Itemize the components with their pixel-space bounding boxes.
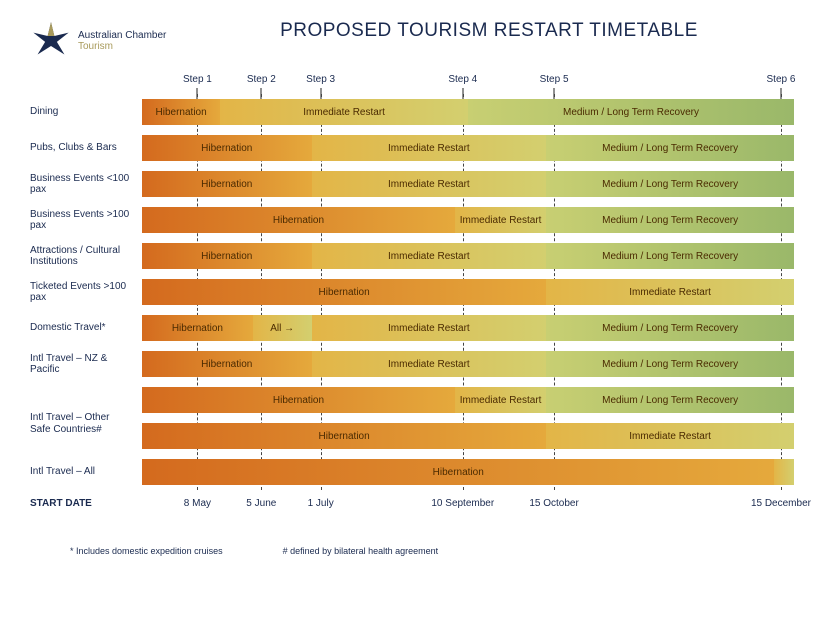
steps-row: Step 1 Step 2 Step 3 Step 4 Step 5 Step 6 (142, 70, 794, 94)
segment-hib: Hibernation (142, 315, 253, 341)
footnotes: * Includes domestic expedition cruises # … (70, 546, 798, 556)
segment-hib: Hibernation (142, 459, 774, 485)
step-label: Step 4 (448, 74, 477, 85)
date-label: 8 May (184, 498, 211, 509)
segment-rec: Medium / Long Term Recovery (546, 387, 794, 413)
page-title: PROPOSED TOURISM RESTART TIMETABLE (180, 20, 798, 42)
timeline-row: Intl Travel – NZ & PacificHibernationImm… (142, 346, 794, 382)
timeline-row: DiningHibernationImmediate RestartMedium… (142, 94, 794, 130)
step-label: Step 5 (540, 74, 569, 85)
row-label: Domestic Travel* (30, 322, 134, 334)
segment-hib: Hibernation (142, 171, 312, 197)
segment-rec: Medium / Long Term Recovery (468, 99, 794, 125)
segment-rest: Immediate Restart (312, 315, 547, 341)
date-label: 10 September (431, 498, 494, 509)
segment-rest: Immediate Restart (546, 423, 794, 449)
segment-rec: Medium / Long Term Recovery (546, 207, 794, 233)
segment-rest: Immediate Restart (312, 171, 547, 197)
row-label: Attractions / Cultural Institutions (30, 245, 134, 268)
rows-area: DiningHibernationImmediate RestartMedium… (142, 94, 794, 490)
timeline-row: Ticketed Events >100 paxHibernationImmed… (142, 274, 794, 310)
segment-rec: Medium / Long Term Recovery (546, 351, 794, 377)
timeline-bar: HibernationImmediate RestartMedium / Lon… (142, 171, 794, 197)
row-label: Dining (30, 106, 134, 118)
row-label: Intl Travel – Other Safe Countries# (30, 412, 134, 435)
timeline-row: Intl Travel – AllHibernation (142, 454, 794, 490)
segment-hib: Hibernation (142, 351, 312, 377)
start-date-label: START DATE (30, 498, 92, 509)
date-label: 15 October (529, 498, 578, 509)
date-label: 5 June (246, 498, 276, 509)
row-label: Intl Travel – All (30, 466, 134, 478)
date-label: 15 December (751, 498, 811, 509)
segment-rest: Immediate Restart (220, 99, 468, 125)
segment-rest: Immediate Restart (546, 279, 794, 305)
segment-rest: Immediate Restart (312, 351, 547, 377)
step-label: Step 3 (306, 74, 335, 85)
step-label: Step 1 (183, 74, 212, 85)
timeline-bar: Hibernation (142, 459, 794, 485)
timeline-row: Business Events >100 paxHibernationImmed… (142, 202, 794, 238)
timeline-bar: HibernationImmediate Restart (142, 423, 794, 449)
segment-rec: Medium / Long Term Recovery (546, 135, 794, 161)
row-label: Pubs, Clubs & Bars (30, 142, 134, 154)
timeline-row: HibernationImmediate RestartMedium / Lon… (142, 382, 794, 418)
logo-text-2: Tourism (78, 41, 166, 52)
timeline-bar: HibernationImmediate Restart (142, 279, 794, 305)
row-label: Business Events >100 pax (30, 209, 134, 232)
footnote: * Includes domestic expedition cruises (70, 546, 223, 556)
logo: Australian Chamber Tourism (30, 20, 180, 62)
segment-rest: Immediate Restart (312, 135, 547, 161)
segment-rest (774, 459, 794, 485)
date-label: 1 July (308, 498, 334, 509)
step-label: Step 6 (766, 74, 795, 85)
timeline-row: Domestic Travel*HibernationAll →Immediat… (142, 310, 794, 346)
timeline-bar: HibernationImmediate RestartMedium / Lon… (142, 135, 794, 161)
segment-hib: Hibernation (142, 243, 312, 269)
timeline-row: HibernationImmediate Restart (142, 418, 794, 454)
segment-hib: Hibernation (142, 99, 220, 125)
timeline-row: Attractions / Cultural InstitutionsHiber… (142, 238, 794, 274)
header: Australian Chamber Tourism PROPOSED TOUR… (30, 20, 798, 62)
row-label: Ticketed Events >100 pax (30, 281, 134, 304)
star-icon (30, 20, 72, 62)
timeline-bar: HibernationAll →Immediate RestartMedium … (142, 315, 794, 341)
segment-hib: Hibernation (142, 135, 312, 161)
dates-row: START DATE 8 May5 June1 July10 September… (142, 498, 794, 522)
timeline-bar: HibernationImmediate RestartMedium / Lon… (142, 243, 794, 269)
segment-rec: Medium / Long Term Recovery (546, 243, 794, 269)
segment-hib: Hibernation (142, 279, 546, 305)
timeline-bar: HibernationImmediate RestartMedium / Lon… (142, 387, 794, 413)
segment-rest: Immediate Restart (455, 207, 546, 233)
segment-rest: Immediate Restart (455, 387, 546, 413)
segment-rec: Medium / Long Term Recovery (546, 171, 794, 197)
segment-hib: Hibernation (142, 207, 455, 233)
segment-hib: Hibernation (142, 423, 546, 449)
segment-rec: Medium / Long Term Recovery (546, 315, 794, 341)
timeline-bar: HibernationImmediate RestartMedium / Lon… (142, 351, 794, 377)
row-label: Business Events <100 pax (30, 173, 134, 196)
row-label: Intl Travel – NZ & Pacific (30, 353, 134, 376)
timeline-row: Pubs, Clubs & BarsHibernationImmediate R… (142, 130, 794, 166)
footnote: # defined by bilateral health agreement (283, 546, 439, 556)
timeline-row: Business Events <100 paxHibernationImmed… (142, 166, 794, 202)
segment-hib: Hibernation (142, 387, 455, 413)
segment-rest: Immediate Restart (312, 243, 547, 269)
timeline-chart: Step 1 Step 2 Step 3 Step 4 Step 5 Step 6 Din… (142, 70, 794, 522)
timeline-bar: HibernationImmediate RestartMedium / Lon… (142, 207, 794, 233)
segment-rest: All → (253, 315, 312, 341)
step-label: Step 2 (247, 74, 276, 85)
timeline-bar: HibernationImmediate RestartMedium / Lon… (142, 99, 794, 125)
logo-text-1: Australian Chamber (78, 30, 166, 41)
